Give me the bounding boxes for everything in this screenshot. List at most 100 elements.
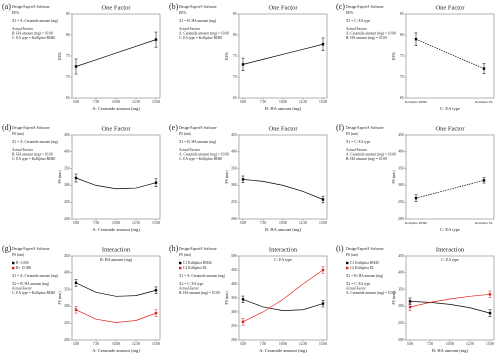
y-tick-label: 200 [231, 217, 237, 221]
y-tick-label: 300 [64, 304, 70, 308]
chart-title: One Factor [101, 125, 131, 132]
y-axis-label: EE% [391, 51, 396, 60]
y-tick-label: 250 [64, 321, 70, 325]
legend-swatch [12, 261, 15, 265]
y-tick-label: 200 [398, 217, 404, 221]
point [241, 298, 245, 301]
point [241, 320, 245, 323]
software: Design-Expert® Software [179, 125, 217, 130]
panel-label: (e) [169, 123, 178, 132]
note: B: HA amount (mg) = 10.00 [179, 291, 220, 295]
legend-swatch [179, 266, 182, 270]
y-tick-label: 400 [231, 282, 237, 286]
point [321, 268, 325, 272]
note: X1 = A: Ceramide amount (mg) [12, 19, 59, 23]
software: Design-Expert® Software [346, 125, 384, 130]
note: X2 = C: EA type [179, 282, 204, 286]
y-tick-label: 300 [231, 310, 237, 314]
legend-entry: C2 Kolliphor EL [183, 266, 207, 270]
x-axis-label: B: HA amount (mg) [432, 348, 469, 353]
point [74, 176, 78, 180]
note: A: Ceramide amount (mg) = 10.00 [346, 31, 396, 35]
y-tick-label: 300 [398, 304, 404, 308]
point [408, 300, 412, 303]
panel-label: (i) [336, 244, 344, 253]
chart-title: One Factor [268, 125, 298, 132]
software: Design-Expert® Software [12, 125, 50, 130]
x-axis-label: A: Ceramide amount (mg) [92, 106, 140, 111]
plot-frame [238, 13, 328, 99]
response: EE% [179, 11, 186, 15]
x-tick-label: 7.50 [93, 100, 99, 104]
x-tick-label: 15.00 [486, 342, 494, 346]
y-axis-label: PS (nm) [224, 170, 229, 184]
series-line [409, 301, 491, 314]
note: B: HA amount (mg) = 10.00 [346, 36, 387, 40]
plot-frame [405, 255, 495, 341]
note: Actual Factor [12, 286, 32, 290]
chart-title: Interaction [436, 246, 465, 253]
point [482, 179, 486, 182]
y-axis-label: PS (nm) [57, 291, 62, 305]
chart-title: One Factor [435, 4, 465, 11]
y-tick-label: 85 [233, 12, 237, 16]
y-tick-label: 350 [398, 166, 404, 170]
series-line [75, 309, 157, 323]
y-axis-label: PS (nm) [391, 170, 396, 184]
plot-frame [238, 134, 328, 220]
x-tick-label: 15.00 [152, 342, 160, 346]
note: Actual Factors [346, 27, 368, 31]
series-line [409, 293, 491, 308]
y-tick-label: 300 [398, 183, 404, 187]
note: B: HA amount (mg) = 10.00 [346, 157, 387, 161]
series-line [415, 38, 485, 69]
x-tick-label: 12.50 [299, 221, 307, 225]
chart-title: One Factor [435, 125, 465, 132]
y-tick-label: 400 [231, 150, 237, 154]
x-tick-label: Kolliphor EL [475, 221, 493, 225]
note: C: EA type = Kolliphor RH40 [12, 36, 55, 40]
panel-label: (g) [2, 244, 12, 253]
y-tick-label: 300 [64, 183, 70, 187]
series-line [415, 180, 485, 199]
point [321, 302, 325, 305]
response: PS (nm) [179, 253, 192, 257]
y-tick-label: 85 [66, 12, 70, 16]
note: X2 = B: HA amount (mg) [12, 282, 50, 286]
y-axis-label: PS (nm) [224, 291, 229, 305]
note: X1 = C: EA type [346, 140, 371, 144]
y-tick-label: 85 [400, 12, 404, 16]
software: Design-Expert® Software [346, 246, 384, 251]
x-tick-label: 15.00 [319, 100, 327, 104]
plot-frame [71, 134, 161, 220]
response: PS (nm) [179, 132, 192, 136]
y-tick-label: 65 [400, 96, 404, 100]
software: Design-Expert® Software [12, 4, 50, 9]
y-tick-label: 200 [64, 338, 70, 342]
x-tick-label: 15.00 [319, 342, 327, 346]
y-tick-label: 250 [398, 200, 404, 204]
x-tick-label: Kolliphor RH40 [405, 221, 427, 225]
y-axis-label: EE% [224, 51, 229, 60]
chart-title: One Factor [101, 4, 131, 11]
x-tick-label: 15.00 [152, 100, 160, 104]
panel-label: (h) [169, 244, 179, 253]
y-tick-label: 70 [400, 75, 404, 79]
y-tick-label: 400 [398, 271, 404, 275]
point [482, 67, 486, 70]
legend-entry: C2 Kolliphor EL [350, 266, 374, 270]
note: C: EA type = Kolliphor RH40 [179, 36, 222, 40]
y-axis-label: PS (nm) [391, 291, 396, 305]
point [414, 196, 418, 200]
chart-title: Interaction [269, 246, 298, 253]
y-tick-label: 250 [64, 200, 70, 204]
x-tick-label: 10.00 [112, 221, 120, 225]
x-axis-label: A: Ceramide amount (mg) [92, 227, 140, 232]
note: B: HA amount (mg) = 10.00 [12, 152, 53, 156]
series-line [242, 43, 324, 65]
note: A: Ceramide amount (mg) = 10.00 [179, 31, 229, 35]
series-line [75, 282, 157, 297]
y-tick-label: 250 [398, 321, 404, 325]
x-tick-label: 7.50 [260, 221, 266, 225]
y-tick-label: 65 [66, 96, 70, 100]
